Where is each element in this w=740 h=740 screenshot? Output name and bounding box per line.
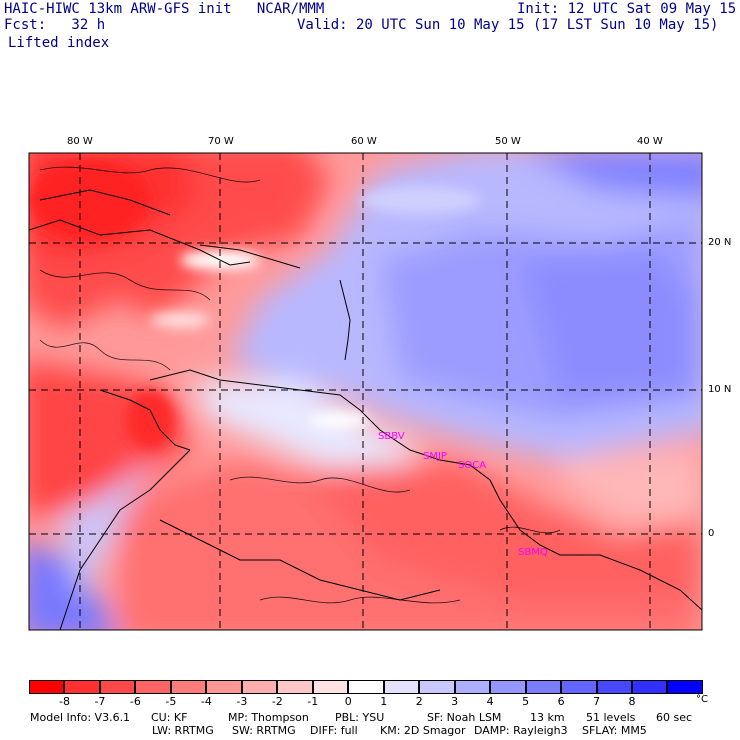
legend-swatch — [631, 680, 668, 694]
legend-tick-label: 6 — [557, 695, 565, 708]
legend-tick-label: 5 — [522, 695, 530, 708]
legend-swatch — [419, 680, 455, 694]
footer-mp: MP: Thompson — [228, 711, 309, 724]
init-time: Init: 12 UTC Sat 09 May 15 — [517, 1, 737, 17]
footer-res: 13 km — [530, 711, 565, 724]
footer-cu: CU: KF — [151, 711, 188, 724]
station-label: SBMQ — [518, 547, 548, 558]
legend-swatch — [241, 680, 278, 694]
legend-swatch — [64, 680, 100, 694]
legend-tick-label: -2 — [271, 695, 283, 708]
lon-label: 80 W — [67, 136, 93, 147]
legend-swatch — [596, 680, 632, 694]
forecast-hour: Fcst: 32 h — [4, 17, 106, 33]
legend-swatch — [383, 680, 420, 694]
station-label: SOCA — [458, 460, 487, 471]
footer-timestep: 60 sec — [656, 711, 693, 724]
legend-tick-label: -3 — [236, 695, 248, 708]
legend-tick-label: 0 — [344, 695, 352, 708]
footer-sflay: SFLAY: MM5 — [582, 724, 647, 737]
color-legend — [29, 680, 703, 694]
legend-tick-label: -4 — [200, 695, 212, 708]
legend-swatch — [135, 680, 171, 694]
legend-tick-label: 7 — [593, 695, 601, 708]
valid-time: Valid: 20 UTC Sun 10 May 15 (17 LST Sun … — [297, 17, 719, 33]
legend-tick-label: -8 — [58, 695, 70, 708]
station-label: SMJP — [423, 451, 447, 462]
legend-swatch — [312, 680, 349, 694]
lon-label: 60 W — [351, 136, 377, 147]
legend-swatch — [525, 680, 562, 694]
legend-swatch — [277, 680, 313, 694]
legend-swatch — [170, 680, 207, 694]
legend-tick-label: -5 — [165, 695, 177, 708]
field-shading — [29, 153, 702, 630]
footer-levels: 51 levels — [586, 711, 636, 724]
lon-label: 70 W — [208, 136, 234, 147]
footer-damp: DAMP: Rayleigh3 — [474, 724, 568, 737]
legend-tick-label: 1 — [380, 695, 388, 708]
legend-swatch — [561, 680, 597, 694]
footer-km: KM: 2D Smagor — [380, 724, 466, 737]
legend-tick-label: 2 — [415, 695, 423, 708]
footer-lw: LW: RRTMG — [152, 724, 214, 737]
legend-swatch — [29, 680, 65, 694]
legend-swatch — [454, 680, 491, 694]
footer-model: Model Info: V3.6.1 — [30, 711, 131, 724]
lon-label: 40 W — [637, 136, 663, 147]
legend-tick-label: 3 — [451, 695, 459, 708]
footer-sw: SW: RRTMG — [232, 724, 296, 737]
legend-tick-label: -7 — [94, 695, 106, 708]
legend-swatch — [206, 680, 242, 694]
legend-swatch — [667, 680, 703, 694]
footer-diff: DIFF: full — [310, 724, 358, 737]
legend-tick-label: -1 — [307, 695, 319, 708]
footer-pbl: PBL: YSU — [335, 711, 385, 724]
legend-unit: °C — [696, 694, 708, 705]
map-border — [28, 152, 703, 631]
lat-label: 20 N — [708, 237, 732, 248]
lat-lon-grid — [29, 153, 702, 630]
field-name: Lifted index — [8, 35, 110, 51]
legend-tick-label: 4 — [486, 695, 494, 708]
station-label: SBBV — [378, 431, 405, 442]
lat-label: 10 N — [708, 384, 732, 395]
legend-swatch — [348, 680, 384, 694]
legend-swatch — [99, 680, 136, 694]
legend-swatch — [490, 680, 526, 694]
map-title: HAIC-HIWC 13km ARW-GFS init NCAR/MMM — [4, 1, 325, 17]
lon-label: 50 W — [495, 136, 521, 147]
legend-tick-label: -6 — [129, 695, 141, 708]
lat-label: 0 — [708, 528, 715, 539]
footer-sf: SF: Noah LSM — [427, 711, 502, 724]
li-contours — [39, 166, 561, 604]
legend-tick-label: 8 — [628, 695, 636, 708]
coastlines — [29, 189, 702, 630]
